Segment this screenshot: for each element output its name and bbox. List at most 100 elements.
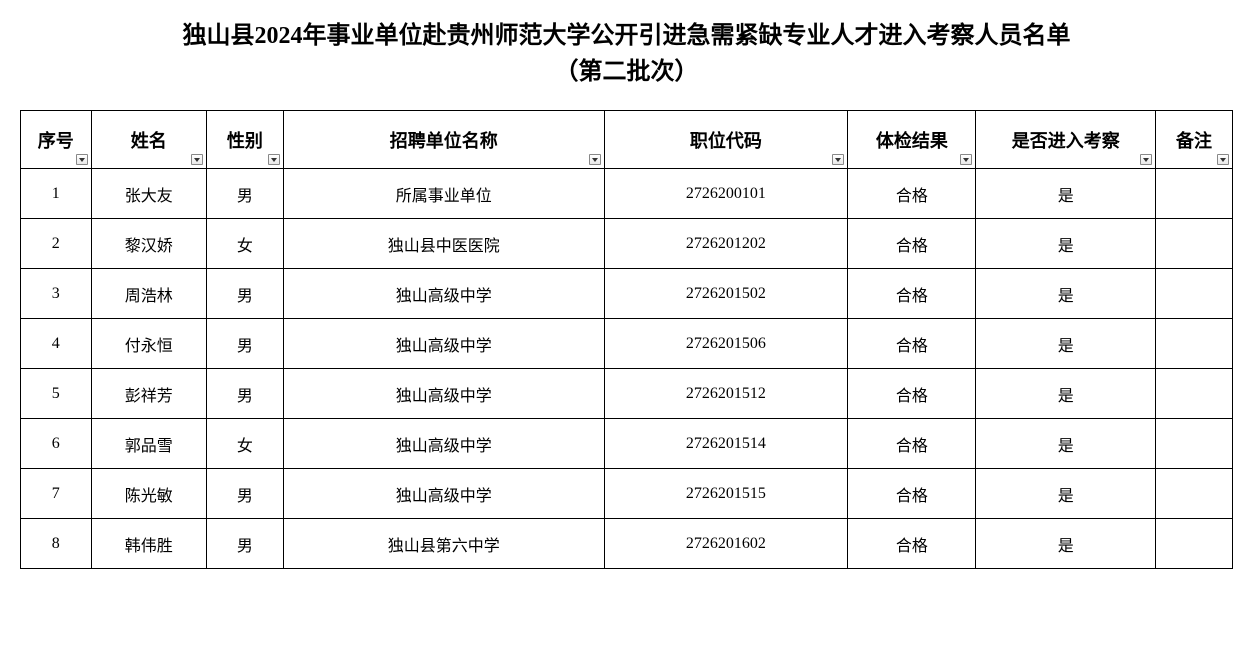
table-row: 4付永恒男独山高级中学2726201506合格是 [21,319,1233,369]
cell-exam: 合格 [848,169,976,219]
cell-org: 独山高级中学 [283,369,604,419]
cell-enter: 是 [976,219,1156,269]
column-header-label: 备注 [1176,131,1212,151]
cell-position: 2726201512 [604,369,848,419]
table-row: 7陈光敏男独山高级中学2726201515合格是 [21,469,1233,519]
cell-seq: 3 [21,269,92,319]
cell-org: 独山高级中学 [283,319,604,369]
cell-name: 郭品雪 [91,419,206,469]
cell-name: 张大友 [91,169,206,219]
cell-enter: 是 [976,419,1156,469]
column-header-label: 姓名 [131,131,167,151]
column-header-label: 是否进入考察 [1012,131,1120,151]
cell-seq: 1 [21,169,92,219]
cell-name: 周浩林 [91,269,206,319]
cell-position: 2726201202 [604,219,848,269]
cell-remark [1156,269,1233,319]
filter-dropdown-icon[interactable] [832,154,844,165]
filter-dropdown-icon[interactable] [960,154,972,165]
filter-dropdown-icon[interactable] [1140,154,1152,165]
column-header-gender[interactable]: 性别 [206,111,283,169]
cell-remark [1156,419,1233,469]
cell-gender: 男 [206,269,283,319]
table-row: 5彭祥芳男独山高级中学2726201512合格是 [21,369,1233,419]
title-line-1: 独山县2024年事业单位赴贵州师范大学公开引进急需紧缺专业人才进入考察人员名单 [183,23,1071,49]
cell-gender: 男 [206,169,283,219]
cell-gender: 男 [206,319,283,369]
cell-exam: 合格 [848,419,976,469]
column-header-label: 性别 [227,131,263,151]
column-header-exam[interactable]: 体检结果 [848,111,976,169]
document-title: 独山县2024年事业单位赴贵州师范大学公开引进急需紧缺专业人才进入考察人员名单 … [20,18,1233,90]
column-header-label: 职位代码 [690,131,762,151]
cell-remark [1156,169,1233,219]
filter-dropdown-icon[interactable] [76,154,88,165]
cell-exam: 合格 [848,269,976,319]
table-row: 2黎汉娇女独山县中医医院2726201202合格是 [21,219,1233,269]
cell-gender: 男 [206,369,283,419]
cell-exam: 合格 [848,219,976,269]
cell-enter: 是 [976,519,1156,569]
cell-remark [1156,219,1233,269]
cell-seq: 5 [21,369,92,419]
cell-remark [1156,369,1233,419]
filter-dropdown-icon[interactable] [268,154,280,165]
cell-org: 独山高级中学 [283,269,604,319]
cell-name: 陈光敏 [91,469,206,519]
cell-gender: 男 [206,519,283,569]
cell-org: 独山县中医医院 [283,219,604,269]
title-line-2: （第二批次） [555,59,699,85]
cell-name: 付永恒 [91,319,206,369]
cell-exam: 合格 [848,369,976,419]
cell-gender: 男 [206,469,283,519]
table-row: 1张大友男所属事业单位2726200101合格是 [21,169,1233,219]
cell-position: 2726200101 [604,169,848,219]
cell-remark [1156,319,1233,369]
column-header-label: 招聘单位名称 [390,131,498,151]
column-header-remark[interactable]: 备注 [1156,111,1233,169]
cell-org: 独山县第六中学 [283,519,604,569]
cell-seq: 2 [21,219,92,269]
cell-position: 2726201602 [604,519,848,569]
cell-gender: 女 [206,419,283,469]
column-header-org[interactable]: 招聘单位名称 [283,111,604,169]
column-header-enter[interactable]: 是否进入考察 [976,111,1156,169]
cell-seq: 6 [21,419,92,469]
filter-dropdown-icon[interactable] [589,154,601,165]
cell-org: 所属事业单位 [283,169,604,219]
cell-seq: 8 [21,519,92,569]
cell-org: 独山高级中学 [283,419,604,469]
cell-org: 独山高级中学 [283,469,604,519]
cell-seq: 7 [21,469,92,519]
column-header-label: 体检结果 [876,131,948,151]
cell-position: 2726201514 [604,419,848,469]
column-header-position[interactable]: 职位代码 [604,111,848,169]
table-row: 6郭品雪女独山高级中学2726201514合格是 [21,419,1233,469]
cell-position: 2726201506 [604,319,848,369]
cell-exam: 合格 [848,469,976,519]
cell-gender: 女 [206,219,283,269]
cell-remark [1156,519,1233,569]
column-header-label: 序号 [38,131,74,151]
cell-enter: 是 [976,369,1156,419]
cell-name: 黎汉娇 [91,219,206,269]
table-row: 8韩伟胜男独山县第六中学2726201602合格是 [21,519,1233,569]
personnel-table: 序号姓名性别招聘单位名称职位代码体检结果是否进入考察备注 1张大友男所属事业单位… [20,110,1233,569]
filter-dropdown-icon[interactable] [191,154,203,165]
cell-name: 韩伟胜 [91,519,206,569]
cell-enter: 是 [976,319,1156,369]
table-header-row: 序号 姓名 性别 招聘单位名称 职位代码 体检结果 是否进入考察 备注 [21,111,1233,169]
table-row: 3周浩林男独山高级中学2726201502合格是 [21,269,1233,319]
cell-exam: 合格 [848,319,976,369]
cell-enter: 是 [976,269,1156,319]
cell-remark [1156,469,1233,519]
cell-enter: 是 [976,469,1156,519]
cell-name: 彭祥芳 [91,369,206,419]
column-header-seq[interactable]: 序号 [21,111,92,169]
cell-position: 2726201515 [604,469,848,519]
cell-exam: 合格 [848,519,976,569]
cell-enter: 是 [976,169,1156,219]
filter-dropdown-icon[interactable] [1217,154,1229,165]
column-header-name[interactable]: 姓名 [91,111,206,169]
cell-position: 2726201502 [604,269,848,319]
